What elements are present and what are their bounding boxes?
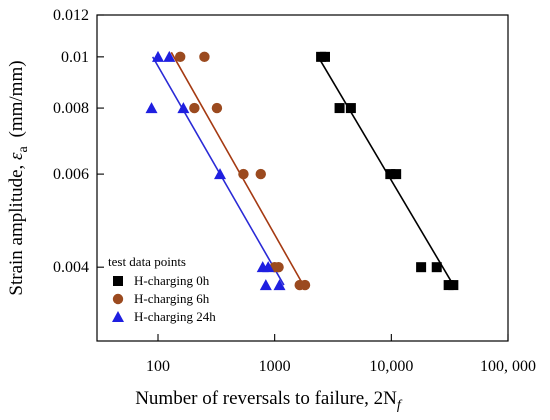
data-point [255,168,266,180]
x-tick-label: 10,000 [369,358,413,375]
fit-lines [151,51,455,286]
y-axis: 0.004 0.006 0.008 0.01 0.012 [53,7,104,276]
x-axis-math: 2N [374,388,398,409]
data-point [273,279,286,291]
x-tick-label: 100 [146,358,170,375]
legend-title: test data points [108,254,186,269]
fit-line [316,54,455,286]
data-point [416,262,427,273]
legend-marker [113,276,123,286]
x-axis-label: Number of reversals to failure, [135,388,369,409]
legend-marker [112,311,124,322]
data-point [163,50,176,62]
data-point [211,102,223,114]
legend-label: H-charging 6h [134,291,210,306]
data-point [299,279,311,291]
data-point [319,51,330,62]
y-axis-symbol: ε [6,152,27,160]
legend: test data points H-charging 0h H-charging… [108,254,216,324]
x-tick-label: 1000 [259,358,291,375]
data-point [431,262,442,273]
y-tick-label: 0.008 [53,100,89,117]
data-point [145,102,158,114]
x-axis-title: Number of reversals to failure, 2Nf [135,388,403,413]
data-point [177,102,190,114]
data-points [145,50,459,291]
y-axis-label: Strain amplitude, [6,165,27,296]
data-point [189,102,200,114]
fit-line [170,51,303,283]
plot-area-frame [96,14,509,342]
x-tick-label: 100, 000 [480,358,536,375]
data-point [345,103,356,114]
y-tick-label: 0.006 [53,166,89,183]
y-axis-unit: (mm/mm) [6,60,27,137]
legend-marker [112,293,124,305]
data-point [199,51,210,63]
y-axis-title: Strain amplitude, εa (mm/mm) [6,60,32,295]
y-tick-label: 0.012 [53,7,89,24]
fit-line [151,56,285,286]
data-point [175,51,186,63]
data-point [262,261,275,273]
x-axis-math-subscript: f [397,398,403,413]
data-point [214,168,227,180]
x-axis: 100 1000 10,000 100, 000 [146,334,536,375]
data-point [448,280,459,291]
data-point [259,279,272,291]
data-point [152,50,165,62]
data-point [238,168,249,180]
data-point [273,261,284,273]
y-tick-label: 0.01 [61,49,89,66]
data-point [334,103,345,114]
legend-label: H-charging 0h [134,273,210,288]
y-axis-symbol-subscript: a [16,145,31,152]
y-tick-label: 0.004 [53,259,89,276]
data-point [391,169,402,180]
data-point [385,169,396,180]
legend-label: H-charging 24h [134,309,216,324]
